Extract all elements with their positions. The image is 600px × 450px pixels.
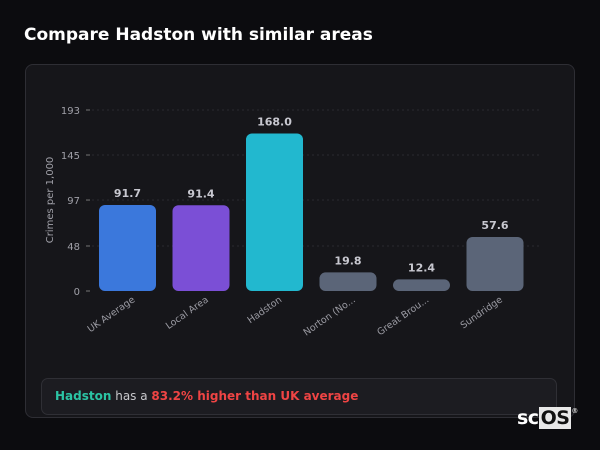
bar [246,133,303,291]
summary-highlight: 83.2% higher than UK average [151,389,359,403]
page-title: Compare Hadston with similar areas [24,25,373,45]
bar [99,205,156,291]
y-tick-label: 145 [61,151,80,162]
data-label: 57.6 [481,219,508,232]
data-label: 91.4 [187,187,214,200]
logo: sc OS ® [517,407,578,429]
bar [172,205,230,291]
x-tick-label: Local Area [164,294,211,331]
y-tick-label: 97 [67,196,80,207]
x-tick-label: Great Brou... [375,294,431,338]
bar [393,279,450,291]
y-tick-label: 48 [67,242,80,253]
data-label: 168.0 [257,115,292,128]
y-tick-label: 0 [74,287,80,298]
x-tick-label: Hadston [246,294,285,326]
x-tick-label: Sundridge [459,294,505,331]
bar [319,272,377,291]
comparison-summary: Hadston has a 83.2% higher than UK avera… [41,378,557,415]
x-tick-label: Norton (No... [302,294,358,338]
area-name: Hadston [55,389,112,403]
data-label: 19.8 [334,254,361,267]
y-tick-label: 193 [61,106,80,117]
summary-text: has a [111,389,152,403]
data-label: 12.4 [408,261,435,274]
x-tick-label: UK Average [86,294,138,335]
data-label: 91.7 [114,187,141,200]
bar [466,236,524,291]
y-axis-label: Crimes per 1,000 [45,157,56,244]
